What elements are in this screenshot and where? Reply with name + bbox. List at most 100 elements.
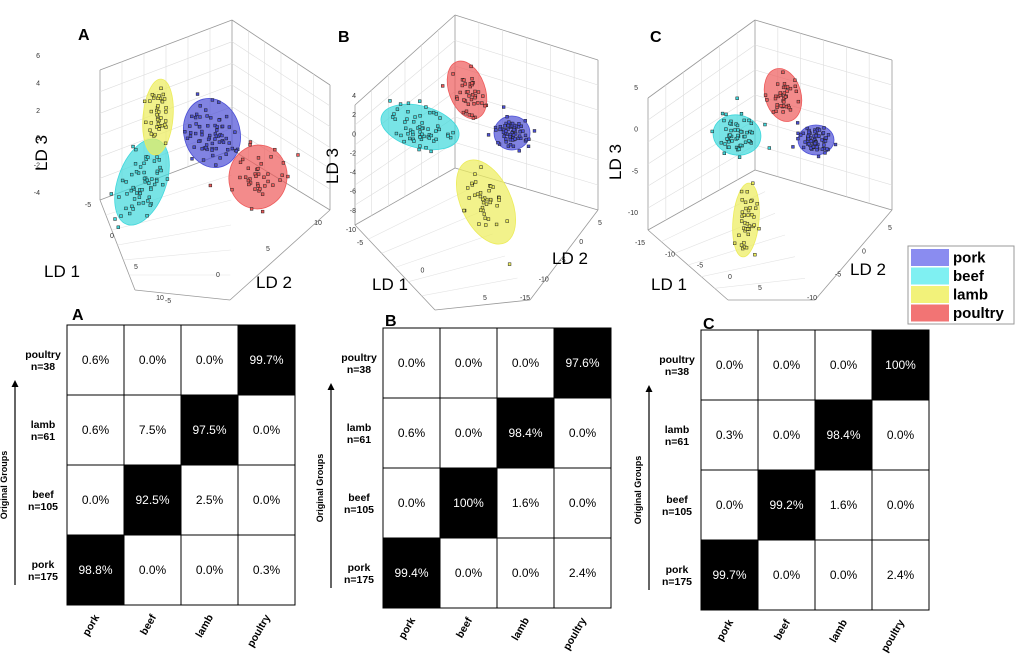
lamb-point: [752, 223, 756, 227]
matrix-cell: [496, 467, 555, 539]
beef-point: [150, 177, 154, 181]
matrix-cell: [814, 399, 873, 471]
pork-point: [217, 118, 221, 122]
beef-point: [155, 155, 159, 159]
column-label: lamb: [509, 616, 532, 643]
poultry-point: [783, 95, 788, 99]
ld2-tick-label: -5: [835, 272, 841, 279]
poultry-point: [462, 78, 466, 82]
pork-point: [210, 148, 214, 152]
pork-point: [214, 134, 218, 138]
row-label-count: n=175: [662, 576, 692, 588]
ld1-tick-label: -15: [635, 240, 645, 247]
lamb-point: [155, 117, 160, 122]
poultry-point: [784, 105, 788, 109]
beef-point: [426, 127, 430, 131]
matrix-cell: [700, 469, 759, 541]
beef-point: [116, 225, 120, 229]
ld2-tick-label: 10: [314, 220, 322, 227]
beef-point: [735, 136, 740, 141]
lamb-point: [484, 223, 488, 227]
poultry-point: [473, 89, 477, 94]
pork-point: [506, 123, 510, 128]
ld2-tick-label: 0: [862, 248, 866, 255]
pork-point: [234, 149, 239, 153]
beef-point: [131, 144, 135, 149]
pork-point: [815, 148, 819, 152]
ld2-tick-label: 5: [888, 225, 892, 232]
column-label: lamb: [827, 618, 850, 645]
beef-point: [119, 214, 123, 218]
lamb-point: [462, 208, 466, 213]
matrix-cell-value: 92.5%: [135, 493, 169, 507]
poultry-point: [208, 183, 213, 188]
beef-point: [730, 139, 734, 143]
beef-point: [446, 134, 450, 138]
beef-point: [404, 126, 408, 130]
matrix-cell: [382, 537, 441, 609]
panel-letter: A: [78, 27, 90, 44]
pork-point: [523, 133, 528, 138]
lamb-point: [739, 189, 744, 194]
pork-point: [218, 156, 222, 160]
legend-swatch: [911, 304, 949, 322]
beef-point: [429, 149, 433, 154]
pork-point: [823, 139, 828, 143]
matrix-cell-value: 0.0%: [512, 356, 540, 370]
matrix-cell: [237, 324, 296, 396]
poultry-point: [249, 207, 254, 211]
poultry-point: [466, 102, 471, 106]
beef-ellipse: [114, 138, 170, 226]
beef-point: [398, 102, 403, 106]
beef-point: [158, 165, 162, 170]
pork-point: [224, 114, 229, 119]
poultry-point: [262, 175, 266, 179]
pork-point: [796, 131, 800, 135]
ld3-axis-label: LD 3: [323, 148, 342, 184]
pork-point: [822, 143, 826, 147]
matrix-cell: [496, 397, 555, 469]
lamb-point: [161, 92, 165, 97]
pork-point: [226, 147, 230, 152]
matrix-cell-value: 0.0%: [512, 566, 540, 580]
matrix-cell-value: 0.6%: [82, 353, 110, 367]
pork-point: [496, 141, 500, 145]
ld3-axis-label: LD 3: [606, 144, 625, 180]
lamb-point: [481, 200, 486, 205]
beef-point: [124, 206, 128, 211]
matrix-cell-value: 1.6%: [830, 498, 858, 512]
pork-point: [511, 133, 516, 137]
gridline: [381, 211, 481, 254]
ld1-tick-label: 5: [758, 285, 762, 292]
poultry-point: [466, 90, 470, 94]
lamb-point: [740, 210, 745, 214]
matrix-cell-value: 99.2%: [769, 498, 803, 512]
poultry-point: [469, 64, 473, 69]
pork-point: [233, 130, 237, 134]
ld3-axis-label: LD 3: [32, 135, 51, 171]
legend-label: lamb: [953, 287, 988, 304]
beef-point: [402, 139, 406, 144]
pork-point: [494, 128, 498, 132]
pork-point: [817, 134, 821, 138]
row-label-count: n=175: [28, 571, 58, 583]
poultry-point: [782, 100, 786, 104]
beef-point: [743, 140, 748, 144]
matrix-cell: [871, 539, 930, 611]
matrix-cell: [757, 469, 816, 541]
ld3-tick-label: -4: [34, 190, 40, 197]
beef-point: [129, 189, 133, 193]
lamb-point: [744, 206, 748, 211]
gridline: [421, 277, 518, 297]
beef-point: [729, 128, 733, 133]
pork-point: [803, 140, 807, 144]
lamb-point: [466, 186, 470, 190]
beef-point: [399, 133, 403, 138]
beef-point: [725, 137, 729, 141]
lamb-point: [480, 205, 485, 210]
pork-point: [821, 131, 826, 135]
beef-point: [141, 201, 146, 205]
